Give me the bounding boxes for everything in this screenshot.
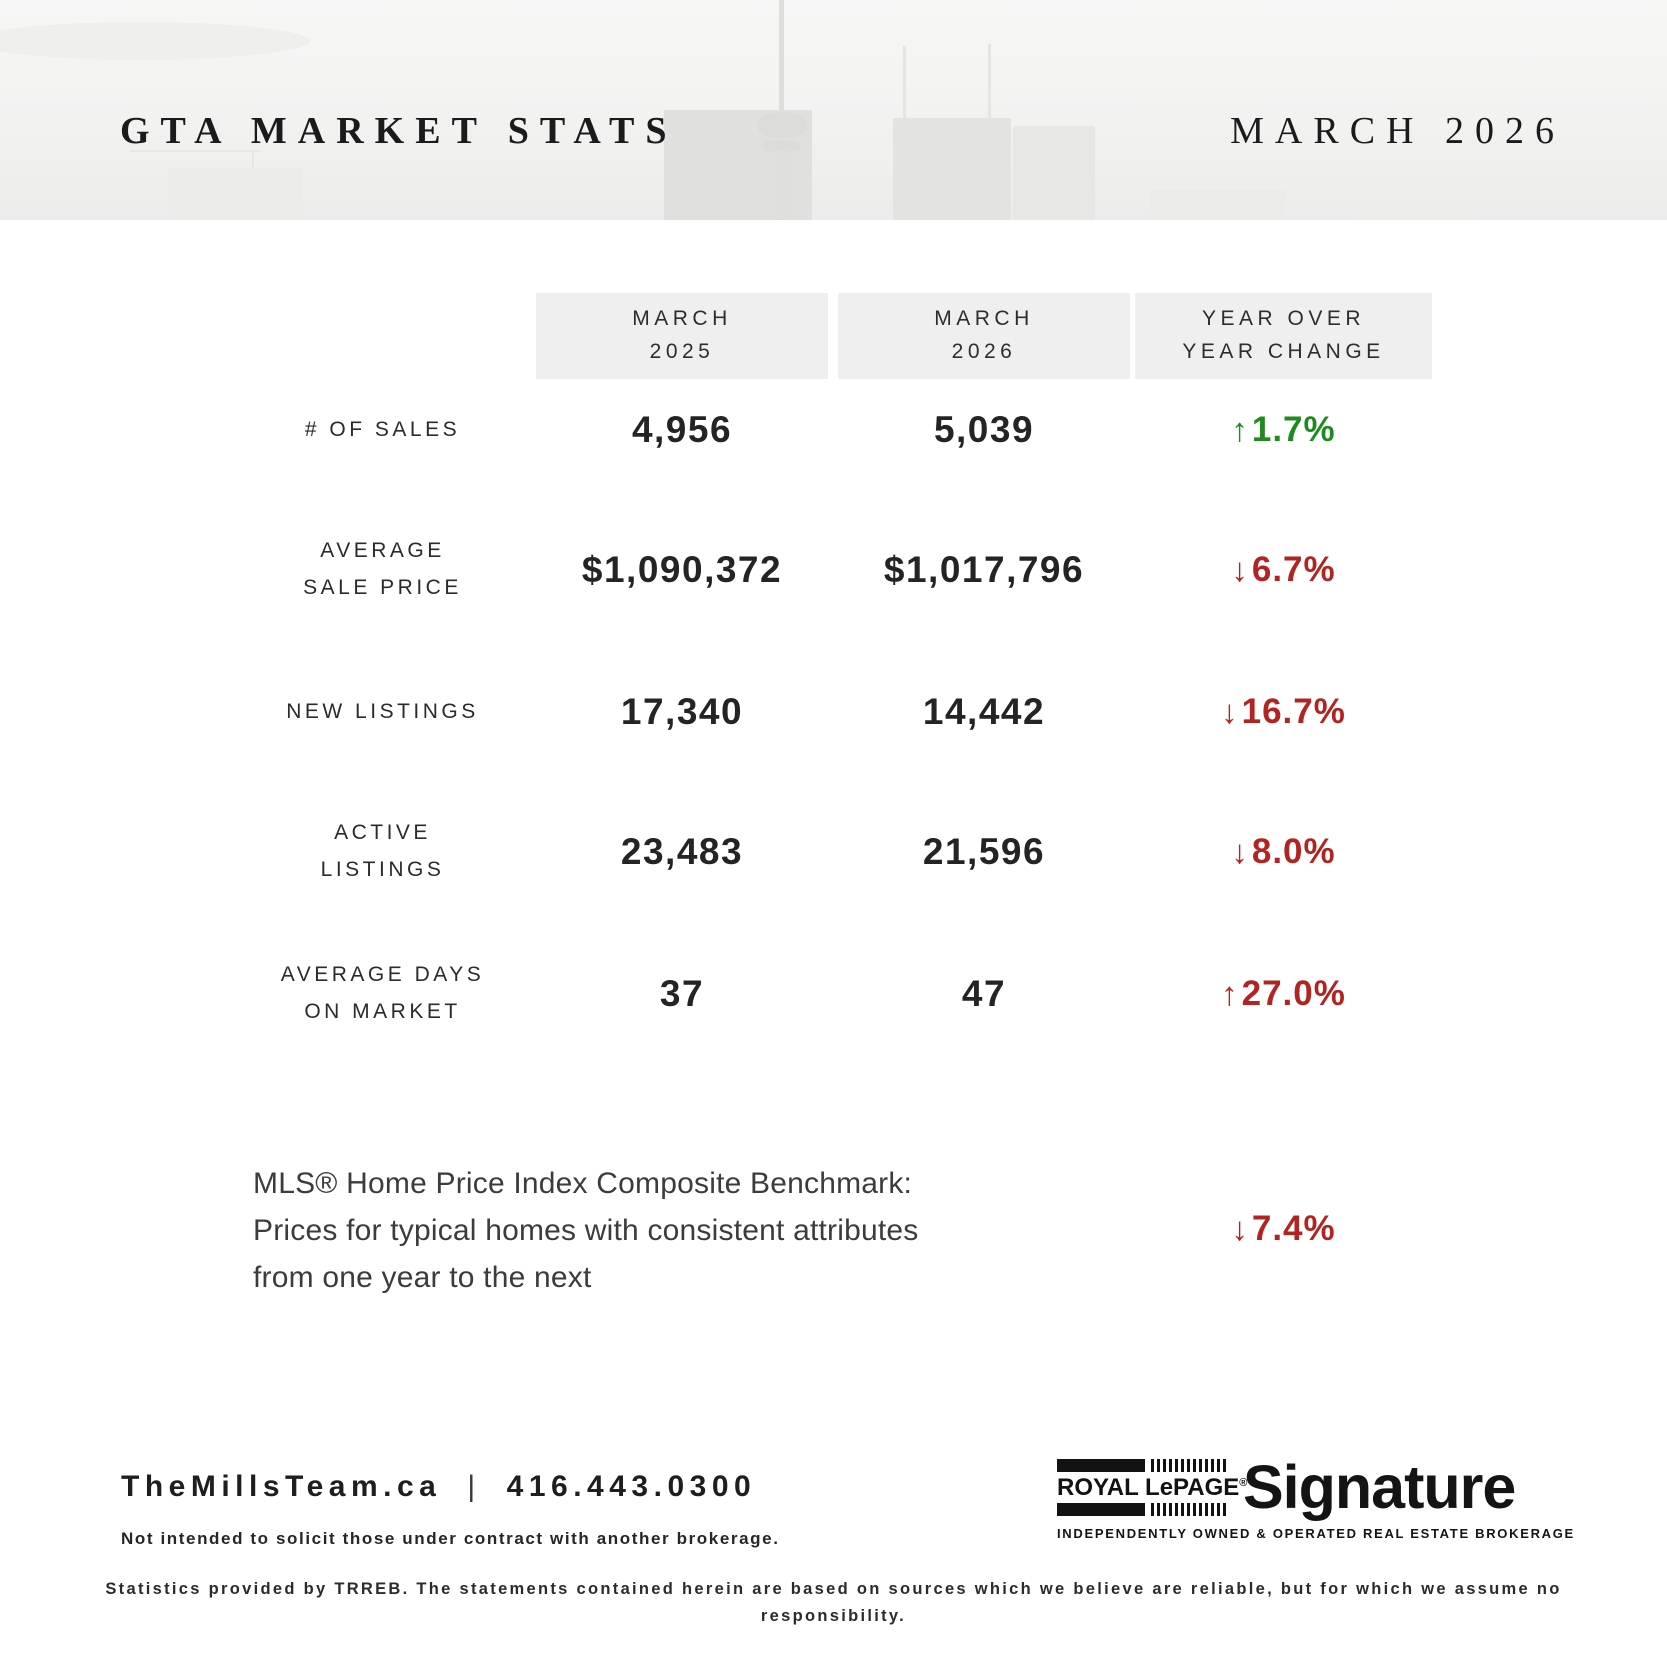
trend-down-arrow-icon: ↓ [1231, 1210, 1249, 1247]
value-march-2025: 37 [659, 973, 705, 1014]
brokerage-name: Signature [1243, 1453, 1516, 1522]
change-value: 6.7% [1251, 550, 1336, 589]
row-label: AVERAGE DAYS ON MARKET [280, 963, 485, 1023]
value-march-2025: 4,956 [631, 409, 733, 450]
value-march-2025: 23,483 [620, 831, 744, 872]
royal-lepage-signature-logo: ROYAL LePAGE® Signature INDEPENDENTLY OW… [1057, 1453, 1575, 1541]
table-row: # OF SALES 4,956 5,039 ↑ 1.7% [0, 380, 1667, 480]
column-header-march-2026: MARCH 2026 [838, 293, 1130, 379]
trend-down-arrow-icon: ↓ [1231, 551, 1249, 588]
row-label: ACTIVE LISTINGS [320, 821, 445, 881]
value-march-2025: $1,090,372 [581, 549, 783, 590]
table-row: AVERAGE SALE PRICE $1,090,372 $1,017,796… [0, 520, 1667, 620]
table-row: ACTIVE LISTINGS 23,483 21,596 ↓ 8.0% [0, 802, 1667, 902]
value-march-2026: 14,442 [922, 691, 1046, 732]
value-march-2026: 5,039 [933, 409, 1035, 450]
value-march-2026: 47 [961, 973, 1007, 1014]
building-icon [1150, 190, 1285, 220]
statistics-disclaimer: Statistics provided by TRREB. The statem… [105, 1580, 1562, 1625]
yoy-change: ↓ 8.0% [1135, 802, 1432, 902]
value-march-2026: 21,596 [922, 831, 1046, 872]
antenna-icon [903, 46, 906, 120]
cn-tower-icon [763, 140, 801, 152]
yoy-change: ↓ 6.7% [1135, 520, 1432, 620]
change-value: 27.0% [1241, 974, 1346, 1013]
registered-mark: ® [1239, 1477, 1248, 1489]
website-text: TheMillsTeam.ca [121, 1470, 442, 1503]
cloud-graphic [0, 22, 310, 60]
header-banner: GTA MARKET STATS MARCH 2026 [0, 0, 1667, 220]
table-row: NEW LISTINGS 17,340 14,442 ↓ 16.7% [0, 662, 1667, 762]
yoy-change: ↑ 27.0% [1135, 944, 1432, 1044]
trend-down-arrow-icon: ↓ [1221, 693, 1239, 730]
brokerage-tagline: INDEPENDENTLY OWNED & OPERATED REAL ESTA… [1057, 1526, 1575, 1541]
value-march-2026: $1,017,796 [883, 549, 1085, 590]
row-label: # OF SALES [304, 417, 461, 441]
change-value: 8.0% [1251, 832, 1336, 871]
trend-up-arrow-icon: ↑ [1231, 411, 1249, 448]
contact-line: TheMillsTeam.ca | 416.443.0300 [121, 1470, 756, 1504]
royal-lepage-wordmark: ROYAL LePAGE® [1057, 1459, 1247, 1516]
trend-up-arrow-icon: ↑ [1221, 975, 1239, 1012]
yoy-change: ↓ 16.7% [1135, 662, 1432, 762]
report-period: MARCH 2026 [1230, 110, 1565, 152]
phone-number: 416.443.0300 [506, 1470, 757, 1503]
crane-icon [130, 150, 260, 152]
cn-tower-icon [775, 150, 789, 220]
column-header-yoy-change: YEAR OVER YEAR CHANGE [1135, 293, 1432, 379]
yoy-change: ↑ 1.7% [1135, 380, 1432, 480]
building-icon [1013, 126, 1095, 220]
benchmark-change: ↓ 7.4% [1135, 1199, 1432, 1259]
building-icon [168, 168, 303, 220]
solicitation-note: Not intended to solicit those under cont… [121, 1529, 780, 1548]
trend-down-arrow-icon: ↓ [1231, 833, 1249, 870]
logo-bar-graphic [1057, 1503, 1227, 1516]
page-title: GTA MARKET STATS [120, 110, 678, 152]
divider: | [467, 1470, 481, 1503]
antenna-icon [988, 44, 991, 120]
building-icon [893, 118, 1011, 220]
row-label: NEW LISTINGS [286, 699, 479, 723]
logo-bar-graphic [1057, 1459, 1227, 1472]
value-march-2025: 17,340 [620, 691, 744, 732]
change-value: 1.7% [1251, 410, 1336, 449]
building-icon [1350, 198, 1480, 220]
cn-tower-icon [757, 112, 807, 138]
column-header-march-2025: MARCH 2025 [536, 293, 828, 379]
cn-tower-icon [779, 0, 784, 120]
table-row: AVERAGE DAYS ON MARKET 37 47 ↑ 27.0% [0, 944, 1667, 1044]
benchmark-description: MLS® Home Price Index Composite Benchmar… [253, 1167, 919, 1294]
row-label: AVERAGE SALE PRICE [303, 539, 462, 599]
change-value: 7.4% [1251, 1209, 1336, 1248]
change-value: 16.7% [1241, 692, 1346, 731]
